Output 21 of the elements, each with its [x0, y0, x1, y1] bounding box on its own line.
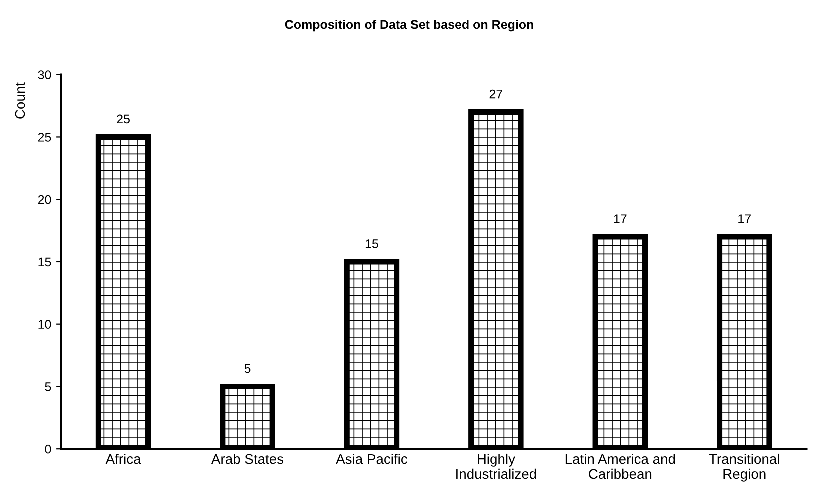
x-tick-label: Arab States — [211, 454, 284, 464]
data-label: 5 — [244, 364, 251, 374]
y-axis-title: Count — [15, 82, 26, 119]
x-tick-label: Highly Industrialized — [456, 454, 536, 480]
data-label: 25 — [117, 114, 130, 124]
data-label: 27 — [490, 90, 502, 99]
data-label: 17 — [614, 214, 627, 224]
y-tick-label: 0 — [45, 444, 52, 454]
data-label: 15 — [366, 240, 378, 248]
y-tick-label: 30 — [38, 70, 52, 80]
chart-title: Composition of Data Set based on Region — [285, 20, 534, 32]
y-tick-label: 20 — [38, 195, 52, 204]
x-tick-label: Latin America and Caribbean — [566, 454, 676, 480]
y-tick-label: 15 — [38, 258, 52, 267]
y-tick-label: 10 — [38, 320, 52, 329]
x-tick-label: Asia Pacific — [336, 454, 408, 464]
x-tick-label: Transitional Region — [709, 454, 780, 482]
y-tick-label: 25 — [38, 133, 52, 142]
y-tick-label: 5 — [45, 382, 52, 392]
data-label: 17 — [738, 214, 751, 224]
x-tick-label: Africa — [106, 454, 142, 464]
